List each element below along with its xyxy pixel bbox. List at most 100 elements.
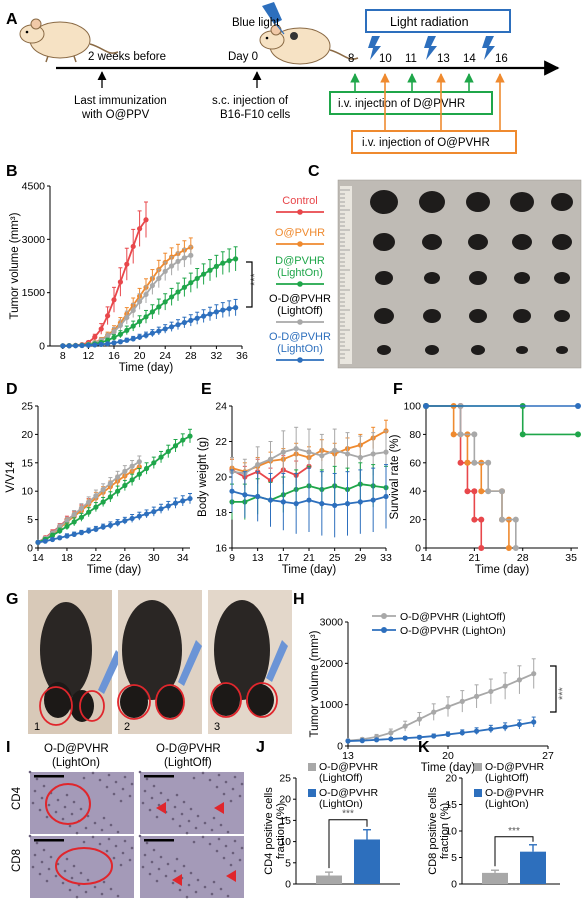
ihc-cell xyxy=(33,789,37,793)
legend-label: O@PVHR xyxy=(275,227,325,239)
data-point xyxy=(124,261,130,267)
legend-swatch xyxy=(474,763,482,771)
data-point xyxy=(92,342,98,348)
mouse-photo: 3 xyxy=(208,590,292,734)
ihc-cell xyxy=(224,780,228,784)
data-point xyxy=(78,514,85,520)
legend-marker xyxy=(381,613,387,619)
y-axis-title: CD4 positive cells xyxy=(263,787,275,875)
ihc-cell xyxy=(150,796,154,800)
data-point xyxy=(79,342,85,349)
data-point xyxy=(93,493,99,499)
x-tick-label: 9 xyxy=(229,552,235,564)
y-tick-label: 10 xyxy=(21,486,33,498)
ihc-cell xyxy=(189,871,193,875)
ihc-cell xyxy=(185,895,189,899)
ihc-cell xyxy=(114,844,118,848)
ihc-cell xyxy=(56,798,60,802)
ihc-cell xyxy=(208,842,212,846)
y-axis-title: Tumor volume (mm³) xyxy=(309,630,321,737)
y-tick-label: 5 xyxy=(451,852,457,864)
data-point xyxy=(143,314,149,320)
y-tick-label: 20 xyxy=(445,773,457,785)
tumor-sample xyxy=(554,272,570,284)
stat-label: *** xyxy=(508,826,520,837)
scale-bar xyxy=(144,775,174,778)
ihc-cell xyxy=(63,869,67,873)
ihc-cell xyxy=(175,793,179,797)
ihc-cell xyxy=(141,865,145,869)
bar xyxy=(482,872,508,884)
data-point xyxy=(117,279,123,285)
panel-b: B 8 12 16 20 24 28 32 36 0 1500 3000 4500 Time (day)… xyxy=(6,163,261,374)
data-point xyxy=(175,258,181,264)
x-tick-label: 13 xyxy=(252,552,264,564)
ihc-cell xyxy=(38,872,42,876)
y-tick-label: 20 xyxy=(215,472,227,484)
tumor-sample xyxy=(377,345,391,355)
two-weeks-label: 2 weeks before xyxy=(88,51,166,63)
ihc-cell xyxy=(208,778,212,782)
tumor-sample xyxy=(469,271,487,285)
x-tick-label: 21 xyxy=(469,552,481,564)
data-point xyxy=(117,339,123,345)
ihc-cell xyxy=(123,839,127,843)
panel-label-b: B xyxy=(6,163,18,180)
ihc-cell xyxy=(148,808,152,812)
y-tick-label: 18 xyxy=(215,507,227,519)
data-point xyxy=(122,518,128,524)
tumor-sample xyxy=(425,345,439,355)
data-point xyxy=(60,343,66,349)
y-tick-label: 5 xyxy=(27,514,33,526)
ihc-cell xyxy=(215,849,219,853)
data-point xyxy=(107,522,113,528)
day-label: 13 xyxy=(437,53,450,65)
ihc-cell xyxy=(175,857,179,861)
data-point xyxy=(201,271,207,277)
data-point xyxy=(464,488,471,495)
x-tick-label: 12 xyxy=(83,350,95,362)
ihc-cell xyxy=(102,816,106,820)
data-point xyxy=(478,516,485,523)
bracket-b xyxy=(246,261,253,308)
data-point xyxy=(130,323,136,329)
ihc-cell xyxy=(82,776,86,780)
x-axis-title: Time (day) xyxy=(475,564,530,576)
data-point xyxy=(181,284,187,290)
ihc-cell xyxy=(141,801,145,805)
y-tick-label: 80 xyxy=(409,429,421,441)
ihc-cell xyxy=(109,887,113,891)
y-tick-label: 1000 xyxy=(320,699,344,711)
panel-label-i: I xyxy=(6,739,10,756)
data-point xyxy=(255,461,261,468)
legend-label: (LightOff) xyxy=(485,772,529,784)
x-tick-label: 27 xyxy=(542,750,554,762)
data-point xyxy=(175,289,181,295)
ihc-cell xyxy=(72,864,76,868)
ihc-cell xyxy=(219,887,223,891)
ihc-cell xyxy=(63,805,67,809)
legend-label: O-D@PVHR xyxy=(269,331,331,343)
ihc-cell xyxy=(180,812,184,816)
mouse-photo: 1 xyxy=(28,590,122,734)
ihc-cell xyxy=(119,799,123,803)
data-point xyxy=(485,488,492,495)
ihc-cell xyxy=(70,812,74,816)
ihc-cell xyxy=(33,853,37,857)
panel-j: J 0 5 10 15 20 25 CD4 positive cells fraction (… xyxy=(256,739,400,891)
ihc-cell xyxy=(130,782,134,786)
tumor-sample xyxy=(556,346,568,354)
panel-label-d: D xyxy=(6,381,18,398)
x-tick-label: 14 xyxy=(32,552,44,564)
ihc-cell xyxy=(56,862,60,866)
ihc-cell xyxy=(61,817,65,821)
data-point xyxy=(319,501,325,507)
ihc-cell xyxy=(238,858,242,862)
sc-injection-line2: B16-F10 cells xyxy=(220,109,291,121)
tumor-sample xyxy=(516,346,528,354)
mouse-photo: 2 xyxy=(117,590,202,734)
ihc-cell xyxy=(212,816,216,820)
panel-label-c: C xyxy=(308,163,320,180)
tumor-sample xyxy=(373,233,395,251)
data-point xyxy=(129,463,135,469)
